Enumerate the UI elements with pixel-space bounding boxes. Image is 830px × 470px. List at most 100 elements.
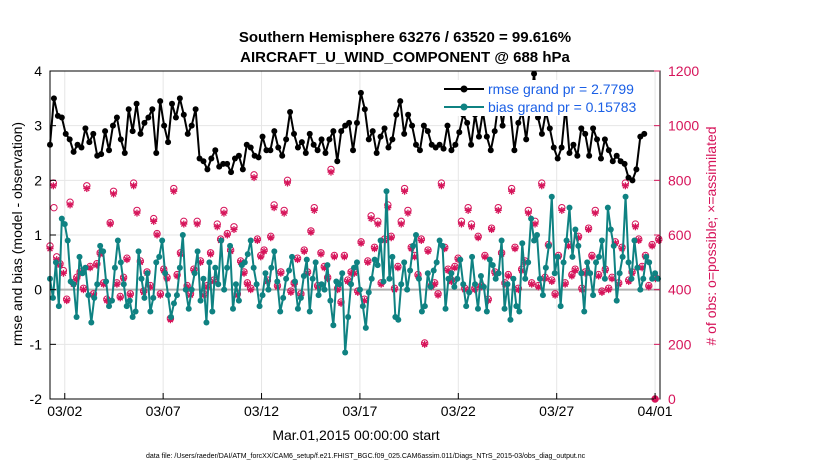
obs-possible-point: [327, 165, 335, 174]
rmse-point: [318, 136, 325, 143]
obs-possible-point: [116, 292, 124, 301]
rmse-point: [228, 169, 235, 176]
obs-possible-point: [193, 217, 201, 226]
bias-point: [55, 303, 62, 310]
legend-box: [440, 80, 645, 116]
obs-possible-point: [247, 284, 255, 292]
bias-point: [188, 286, 195, 293]
rmse-point: [416, 147, 423, 154]
bias-point: [554, 253, 561, 260]
bias-point: [569, 253, 576, 260]
left-tick-label: -2: [30, 391, 43, 407]
x-tick-label: 03/27: [539, 403, 574, 419]
obs-possible-point: [260, 246, 268, 254]
obs-possible-point: [588, 251, 596, 260]
rmse-point: [86, 139, 93, 146]
left-tick-label: 4: [34, 63, 42, 79]
obs-possible-point: [156, 290, 165, 298]
obs-possible-point: [511, 243, 519, 252]
obs-possible-point: [451, 262, 459, 271]
rmse-point: [499, 122, 506, 129]
obs-possible-point: [631, 220, 640, 228]
bias-point: [622, 193, 629, 200]
rmse-point: [554, 155, 561, 162]
obs-possible-point: [404, 206, 412, 215]
obs-possible-point: [367, 212, 375, 220]
obs-possible-point: [655, 235, 663, 243]
bias-point: [312, 259, 319, 266]
bias-point: [466, 289, 473, 296]
legend-bias-marker: [460, 103, 468, 111]
bias-point: [598, 237, 605, 244]
bias-point: [501, 305, 508, 312]
bias-point: [297, 294, 304, 301]
bias-point: [365, 289, 372, 296]
rmse-point: [259, 133, 266, 140]
bias-point: [79, 270, 86, 277]
bias-point: [640, 275, 647, 282]
bias-point: [439, 242, 446, 249]
obs-possible-point: [213, 220, 221, 228]
obs-possible-point: [173, 270, 181, 279]
obs-possible-point: [307, 227, 315, 235]
bias-point: [321, 286, 328, 293]
bias-point: [448, 270, 455, 277]
rmse-point: [621, 160, 628, 167]
bias-point: [100, 248, 107, 255]
rmse-point: [235, 152, 242, 159]
bias-point: [563, 237, 570, 244]
obs-possible-point: [437, 179, 446, 187]
rmse-point: [283, 136, 290, 143]
bias-point: [262, 270, 269, 277]
obs-possible-point: [591, 206, 599, 215]
series-bias: [47, 188, 662, 356]
obs-possible-point: [133, 206, 141, 215]
bias-point: [342, 349, 349, 356]
bias-point: [356, 286, 363, 293]
bias-point: [368, 275, 375, 282]
obs-possible-point: [524, 206, 533, 215]
bias-point: [138, 275, 145, 282]
bias-point: [120, 281, 127, 288]
x-tick-label: 03/12: [244, 403, 279, 419]
rmse-point: [50, 95, 57, 102]
rmse-point: [456, 129, 463, 136]
rmse-point: [66, 136, 73, 143]
bias-point: [395, 316, 402, 323]
bias-point: [584, 259, 591, 266]
obs-possible-point: [243, 279, 252, 287]
obs-possible-point: [340, 251, 349, 260]
rmse-point: [117, 136, 124, 143]
rmse-point: [629, 177, 636, 184]
obs-possible-point: [253, 235, 262, 243]
rmse-point: [346, 119, 353, 126]
bias-point: [507, 316, 514, 323]
obs-possible-point: [424, 246, 432, 254]
x-tick-label: 03/17: [342, 403, 377, 419]
bias-point: [504, 281, 511, 288]
rmse-point: [511, 147, 518, 154]
rmse-point: [133, 100, 140, 107]
obs-possible-point: [551, 290, 559, 298]
obs-possible-point: [317, 249, 325, 257]
obs-assimilated-point: [277, 269, 285, 277]
rmse-point: [353, 119, 360, 126]
bias-point: [194, 248, 201, 255]
bias-point: [345, 314, 352, 320]
bias-point: [353, 259, 360, 266]
bias-point: [209, 308, 216, 315]
obs-possible-point: [330, 251, 339, 260]
bias-point: [144, 270, 151, 277]
rmse-point: [184, 130, 191, 137]
bias-point: [253, 281, 260, 288]
bias-point: [472, 281, 479, 288]
footnote-data-file: data file: /Users/raeder/DAI/ATM_forcXX/…: [146, 453, 586, 460]
bias-point: [631, 237, 638, 244]
bias-point: [218, 237, 225, 244]
bias-point: [460, 281, 467, 288]
obs-possible-point: [584, 224, 593, 232]
obs-possible-point: [400, 184, 409, 193]
bias-point: [418, 308, 425, 315]
left-tick-label: -1: [30, 336, 43, 352]
rmse-point: [357, 89, 364, 96]
